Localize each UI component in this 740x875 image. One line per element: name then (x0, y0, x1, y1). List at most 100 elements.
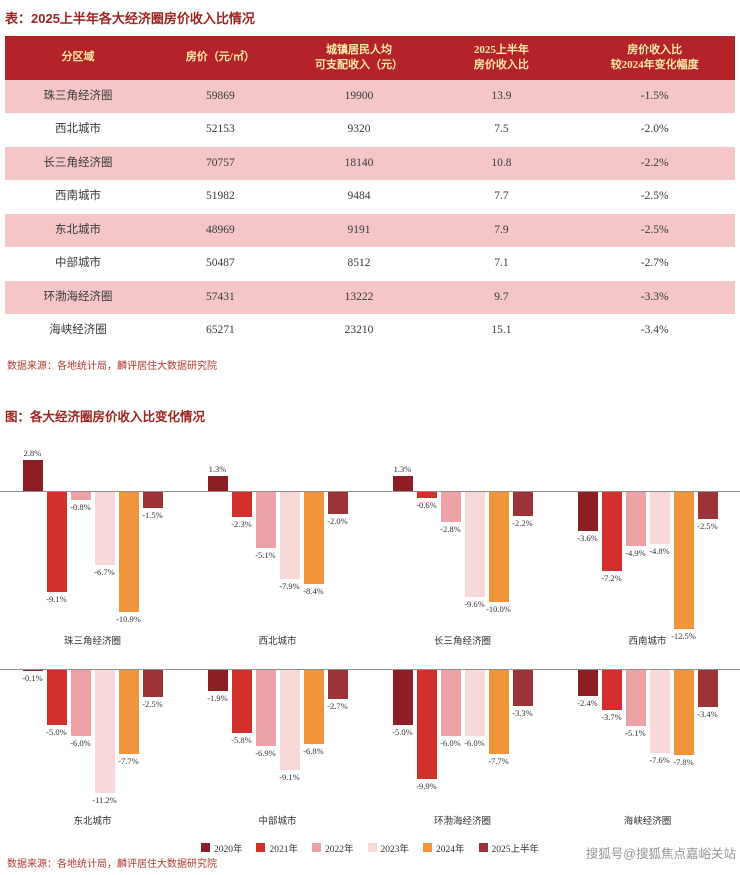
region-cell: 海峡经济圈 (49, 324, 107, 337)
bar-value-label: -3.6% (577, 533, 598, 544)
bar-2024年 (118, 669, 139, 755)
bar-value-label: -2.5% (697, 521, 718, 532)
bar-value-label: -5.8% (231, 735, 252, 746)
bar-value-label: -4.9% (625, 547, 646, 558)
bar-value-label: -6.0% (70, 737, 91, 748)
value-cell: 48969 (205, 223, 235, 236)
bar-2025上半年 (697, 491, 718, 520)
zero-axis-line (0, 668, 185, 670)
col-header-price: 房价（元/㎡） (151, 36, 290, 80)
bar-2025上半年 (142, 491, 163, 509)
chart-section-title: 图：各大经济圈房价收入比变化情况 (5, 409, 206, 424)
region-cell: 中部城市 (55, 257, 101, 270)
bar-value-label: -1.5% (142, 510, 163, 521)
bar-2022年 (625, 491, 646, 546)
bar-value-label: -6.7% (94, 567, 115, 578)
bar-2022年 (70, 669, 91, 736)
bar-2024年 (303, 669, 324, 745)
table-section-title: 表：2025上半年各大经济圈房价收入比情况 (5, 11, 255, 26)
chart-category-label: 西南城市 (628, 636, 667, 647)
bar-value-label: -6.0% (464, 737, 485, 748)
legend-swatch (367, 843, 377, 853)
bar-value-label: -7.7% (118, 756, 139, 767)
bar-2025上半年 (142, 669, 163, 698)
legend-label: 2025上半年 (491, 844, 540, 855)
region-cell: 长三角经济圈 (43, 156, 113, 169)
bar-2024年 (488, 669, 509, 755)
bottom-source-note: 数据来源：各地统计局，麟评居住大数据研究院 (7, 859, 217, 870)
bar-value-label: -0.8% (70, 502, 91, 513)
bar-value-label: -9.6% (464, 599, 485, 610)
region-cell: 西南城市 (55, 190, 101, 203)
chart-category-label: 西北城市 (258, 636, 297, 647)
chart-legend: 2020年 2021年 2022年 2023年 2024年 2025上半年 (5, 841, 735, 855)
bar-2025上半年 (512, 669, 533, 706)
legend-item: 2023年 (367, 841, 409, 855)
col-header-income: 城镇居民人均 可支配收入（元） (289, 36, 429, 80)
zero-axis-line (185, 490, 370, 492)
value-cell: 13.9 (491, 89, 512, 102)
region-cell: 环渤海经济圈 (43, 290, 113, 303)
bar-value-label: -2.0% (327, 515, 348, 526)
zero-axis-line (185, 668, 370, 670)
table-row: 珠三角经济圈 59869 19900 13.9 -1.5% (5, 79, 735, 114)
value-cell: 10.8 (491, 156, 512, 169)
bar-value-label: -9.1% (279, 771, 300, 782)
bar-value-label: -6.0% (440, 737, 461, 748)
table-row: 海峡经济圈 65271 23210 15.1 -3.4% (5, 314, 735, 348)
table-body: 珠三角经济圈 59869 19900 13.9 -1.5% 西北城市 52153 9320 7.… (5, 79, 735, 348)
bar-2020年 (207, 476, 228, 491)
table-row: 西南城市 51982 9484 7.7 -2.5% (5, 180, 735, 214)
value-cell: 9.7 (494, 290, 509, 303)
bar-value-label: -1.9% (207, 692, 228, 703)
legend-swatch (311, 843, 321, 853)
value-cell: 65271 (205, 324, 235, 337)
bar-2023年 (279, 491, 300, 579)
value-cell: 50487 (205, 257, 235, 270)
table-row: 环渤海经济圈 57431 13222 9.7 -3.3% (5, 280, 735, 315)
value-cell: 23210 (344, 324, 374, 337)
bar-2021年 (231, 669, 252, 734)
bar-value-label: -7.6% (649, 755, 670, 766)
bar-value-label: -2.2% (512, 517, 533, 528)
chart-grid-row-1: 2.8% -9.1% -0.8% -6.7% -10.9% -1.5% 珠三角经济圈 1.3%… (0, 439, 740, 661)
legend-item: 2020年 (200, 841, 242, 855)
bar-value-label: -4.8% (649, 546, 670, 557)
bar-2022年 (625, 669, 646, 726)
region-cell: 珠三角经济圈 (43, 89, 113, 102)
value-cell: 7.1 (494, 257, 509, 270)
region-cell: 西北城市 (55, 123, 101, 136)
col-header-ratio: 2025上半年 房价收入比 (428, 36, 575, 80)
value-cell: -2.0% (640, 123, 669, 136)
bar-value-label: -6.8% (303, 746, 324, 757)
legend-item: 2025上半年 (478, 841, 540, 855)
table-row: 西北城市 52153 9320 7.5 -2.0% (5, 113, 735, 147)
bar-value-label: -10.9% (116, 613, 141, 624)
bar-value-label: -5.0% (392, 726, 413, 737)
bar-2021年 (601, 491, 622, 571)
bar-2021年 (601, 669, 622, 711)
bar-value-label: -2.5% (142, 699, 163, 710)
value-cell: 19900 (344, 89, 374, 102)
chart-cell: -3.6% -7.2% -4.9% -4.8% -12.5% -2.5% 西南城市 (555, 439, 740, 661)
legend-swatch (256, 843, 266, 853)
bar-2023年 (94, 669, 115, 793)
chart-cell: 1.3% -0.6% -2.8% -9.6% -10.0% -2.2% 长三角经济圈 (370, 439, 555, 661)
chart-cell: -0.1% -5.0% -6.0% -11.2% -7.7% -2.5% 东北城市 (0, 661, 185, 831)
chart-category-label: 长三角经济圈 (433, 636, 491, 647)
bar-value-label: -3.3% (512, 707, 533, 718)
bar-2020年 (207, 669, 228, 691)
bar-value-label: -7.8% (673, 757, 694, 768)
value-cell: 70757 (205, 156, 235, 169)
bar-value-label: -5.1% (255, 549, 276, 560)
bar-2020年 (392, 476, 413, 491)
bar-2022年 (440, 669, 461, 736)
bar-value-label: -2.8% (440, 524, 461, 535)
bar-2023年 (464, 669, 485, 736)
table-row: 长三角经济圈 70757 18140 10.8 -2.2% (5, 146, 735, 181)
value-cell: 7.9 (494, 223, 509, 236)
value-cell: 8512 (347, 257, 371, 270)
zero-axis-line (370, 668, 555, 670)
bar-2020年 (577, 669, 598, 697)
table-header-row: 分区域 房价（元/㎡） 城镇居民人均 可支配收入（元） 2025上半年 房价收入… (5, 36, 735, 80)
